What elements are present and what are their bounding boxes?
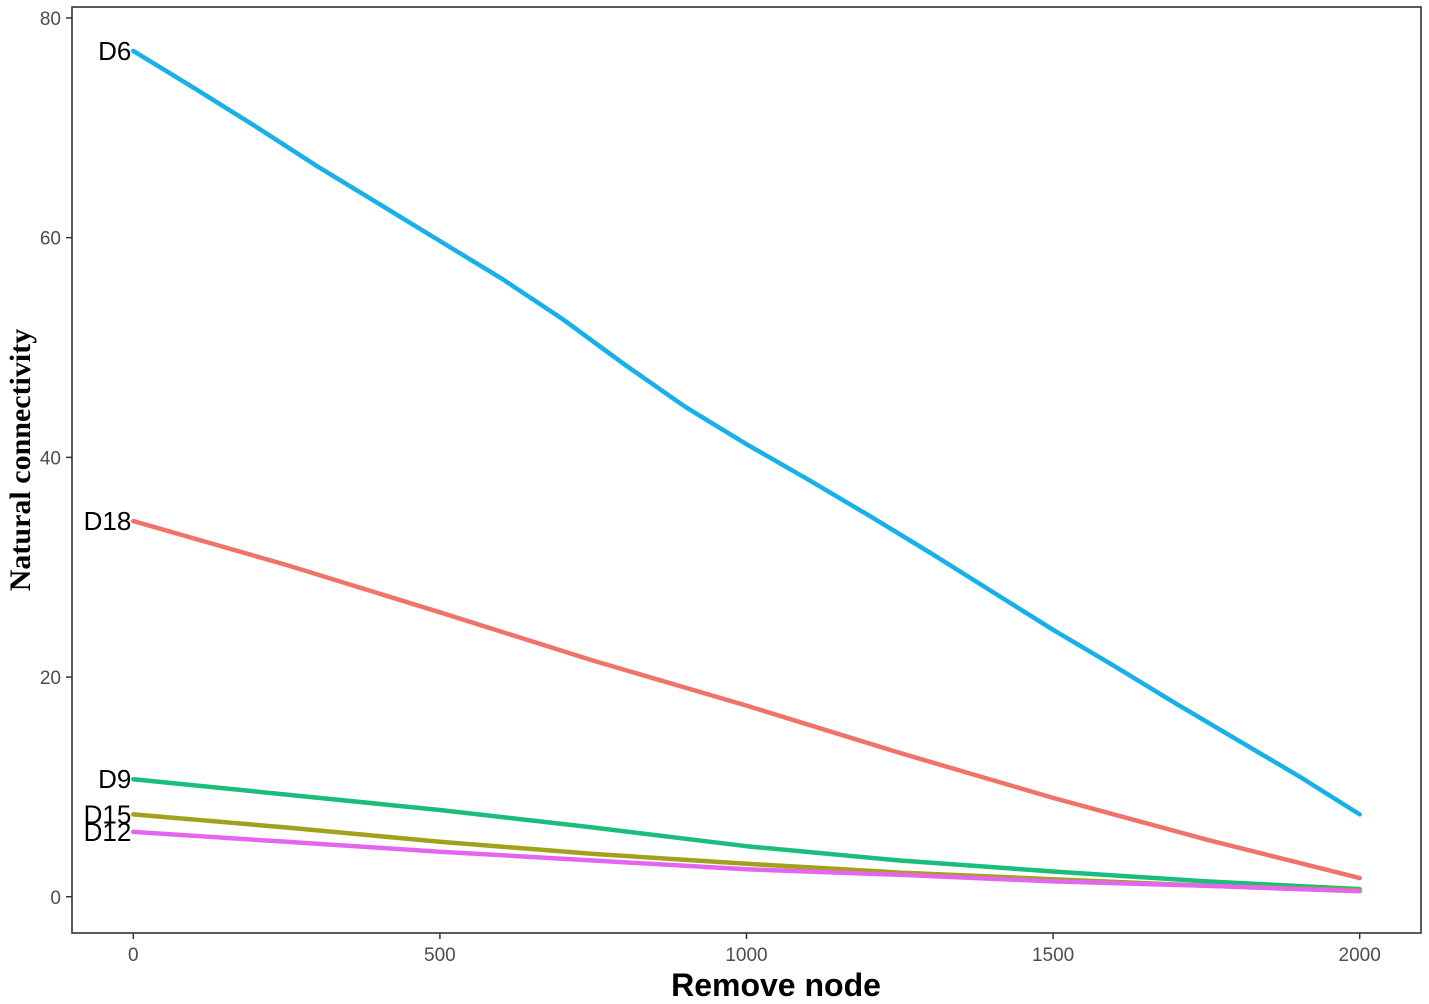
series-label-d18: D18 (84, 506, 132, 536)
y-axis: 0 20 40 60 80 (40, 9, 72, 909)
x-tick-label: 0 (128, 945, 139, 966)
x-tick-label: 500 (424, 945, 456, 966)
y-tick-label: 20 (40, 668, 61, 689)
series-line-d18 (131, 518, 1362, 881)
y-axis-title: Natural connectivity (4, 329, 37, 591)
x-tick-label: 2000 (1339, 945, 1381, 966)
y-tick-label: 0 (50, 888, 61, 909)
x-tick-label: 1500 (1032, 945, 1074, 966)
series-label-d15: D15 (84, 799, 132, 829)
series-label-d9: D9 (98, 764, 131, 794)
y-tick-label: 60 (40, 229, 61, 250)
y-tick-label: 40 (40, 448, 61, 469)
x-axis: 0 500 1000 1500 2000 (128, 933, 1381, 966)
series-label-d12: D12 (84, 817, 132, 847)
x-tick-label: 1000 (725, 945, 767, 966)
y-tick-label: 80 (40, 9, 61, 30)
series-line-d12 (131, 829, 1362, 894)
series-line-d6 (131, 48, 1362, 817)
series-lines (131, 48, 1362, 894)
x-axis-title: Remove node (671, 967, 881, 1003)
series-line-d9 (131, 776, 1362, 892)
series-label-d6: D6 (98, 36, 131, 66)
